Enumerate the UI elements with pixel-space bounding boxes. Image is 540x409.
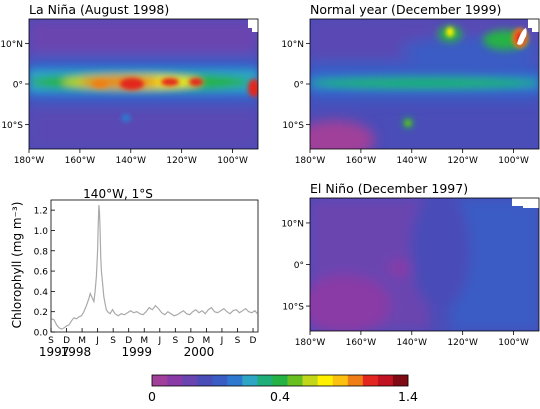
chart-series: [51, 205, 258, 330]
panel-title-normal-year: Normal year (December 1999): [310, 2, 501, 17]
x-tick-label: M: [78, 336, 86, 346]
x-tick-label: J: [95, 336, 99, 346]
colorbar-swatch: [197, 375, 213, 386]
x-tick-label: S: [235, 336, 241, 346]
x-tick-label: M: [203, 336, 211, 346]
x-tick-label: M: [140, 336, 148, 346]
x-tick-label: D: [187, 336, 194, 346]
year-label: 2000: [184, 345, 215, 359]
colorbar-swatch: [377, 375, 394, 386]
lat-tick-label: 10°N: [281, 219, 304, 229]
y-tick-label: 1.2: [34, 207, 48, 217]
colorbar-swatch: [242, 375, 258, 386]
colorbar-swatch: [332, 375, 349, 386]
y-tick-label: 0.0: [34, 329, 49, 339]
colorbar-swatch: [167, 375, 183, 386]
lat-tick-label: 10°N: [281, 40, 304, 50]
colorbar-swatch: [317, 375, 334, 386]
chart-y-axis: 0.0 0.2 0.4 0.6 0.8 1.0 1.2: [34, 207, 55, 339]
x-tick-label: S: [110, 336, 116, 346]
map-axes-el-nino: 180°W 160°W 140°W 120°W 100°W 10°N 0° 10°S: [281, 219, 529, 348]
lon-tick-label: 180°W: [295, 338, 326, 348]
colorbar-swatch: [227, 375, 243, 386]
x-tick-label: D: [125, 336, 132, 346]
lon-tick-label: 120°W: [447, 156, 478, 166]
lon-tick-label: 100°W: [217, 156, 248, 166]
lat-tick-label: 10°S: [1, 121, 23, 131]
chart-title: 140°W, 1°S: [83, 187, 153, 201]
y-tick-label: 0.8: [34, 247, 49, 257]
y-tick-label: 0.6: [34, 268, 49, 278]
map-la-nina: La Niña (August 1998): [0, 2, 259, 166]
lon-tick-label: 140°W: [396, 156, 427, 166]
map-normal-year: Normal year (December 1999): [281, 2, 540, 166]
x-tick-label: D: [250, 336, 257, 346]
map-el-nino: El Niño (December 1997) 180°W 160°W 140°W 1…: [281, 181, 540, 348]
lon-tick-label: 100°W: [498, 156, 529, 166]
lon-tick-label: 100°W: [498, 338, 529, 348]
lat-tick-label: 10°S: [282, 121, 304, 131]
lon-tick-label: 140°W: [115, 156, 146, 166]
x-tick-label: D: [63, 336, 70, 346]
colorbar-max-label: 1.4: [398, 389, 418, 404]
x-tick-label: S: [48, 336, 54, 346]
lon-tick-label: 180°W: [295, 156, 326, 166]
panel-title-el-nino: El Niño (December 1997): [310, 181, 468, 196]
year-label: 1997: [39, 345, 70, 359]
lat-tick-label: 0°: [13, 81, 23, 91]
colorbar-swatch: [362, 375, 379, 386]
colorbar-min-label: 0: [148, 389, 156, 404]
lat-tick-label: 0°: [294, 81, 304, 91]
lon-tick-label: 120°W: [447, 338, 478, 348]
y-tick-label: 0.4: [34, 288, 49, 298]
lon-tick-label: 160°W: [346, 338, 377, 348]
chart-y-label: Chlorophyll (mg m⁻³): [10, 202, 24, 329]
colorbar-swatch: [347, 375, 364, 386]
lon-tick-label: 180°W: [14, 156, 45, 166]
lat-tick-label: 0°: [294, 261, 304, 271]
colorbar-swatch: [212, 375, 228, 386]
colorbar-swatch: [392, 375, 409, 386]
lon-tick-label: 140°W: [396, 338, 427, 348]
lon-tick-label: 120°W: [166, 156, 197, 166]
map-axes-normal-year: 180°W 160°W 140°W 120°W 100°W 10°N 0° 10°S: [281, 40, 529, 166]
chlorophyll-time-series: 140°W, 1°S Chlorophyll (mg m⁻³) 0.00.20.…: [10, 187, 259, 359]
x-tick-label: J: [157, 336, 161, 346]
colorbar-swatch: [152, 375, 168, 386]
chart-plot-area: [50, 199, 259, 333]
y-tick-label: 0.2: [34, 308, 48, 318]
colorbar-swatch: [257, 375, 273, 386]
chlorophyll-line: [51, 205, 258, 330]
year-label: 1999: [122, 345, 153, 359]
x-tick-label: J: [220, 336, 224, 346]
colorbar-swatch: [272, 375, 288, 386]
lon-tick-label: 160°W: [65, 156, 96, 166]
y-tick-label: 1.0: [34, 227, 49, 237]
panel-title-la-nina: La Niña (August 1998): [29, 2, 169, 17]
colorbar: 0 0.4 1.4: [148, 374, 418, 404]
lon-tick-label: 160°W: [346, 156, 377, 166]
lat-tick-label: 10°S: [282, 303, 304, 313]
map-axes-la-nina: 180°W 160°W 140°W 120°W 100°W 10°N 0° 10°S: [0, 40, 248, 166]
colorbar-swatch: [302, 375, 318, 386]
lat-tick-label: 10°N: [0, 40, 23, 50]
year-label: 1998: [61, 345, 92, 359]
colorbar-swatch: [287, 375, 303, 386]
colorbar-swatch: [182, 375, 198, 386]
x-tick-label: S: [172, 336, 178, 346]
colorbar-mid-label: 0.4: [270, 389, 290, 404]
